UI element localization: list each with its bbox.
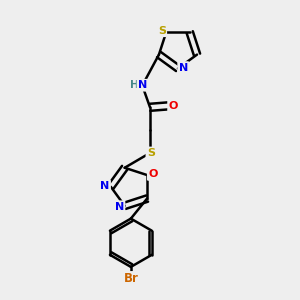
Text: N: N — [115, 202, 124, 212]
Text: S: S — [147, 148, 155, 158]
Text: Br: Br — [123, 272, 138, 286]
Text: N: N — [138, 80, 147, 90]
Text: O: O — [169, 101, 178, 111]
Text: S: S — [158, 26, 166, 36]
Text: H: H — [130, 80, 139, 90]
Text: N: N — [178, 63, 188, 73]
Text: N: N — [100, 181, 110, 191]
Text: O: O — [148, 169, 158, 179]
